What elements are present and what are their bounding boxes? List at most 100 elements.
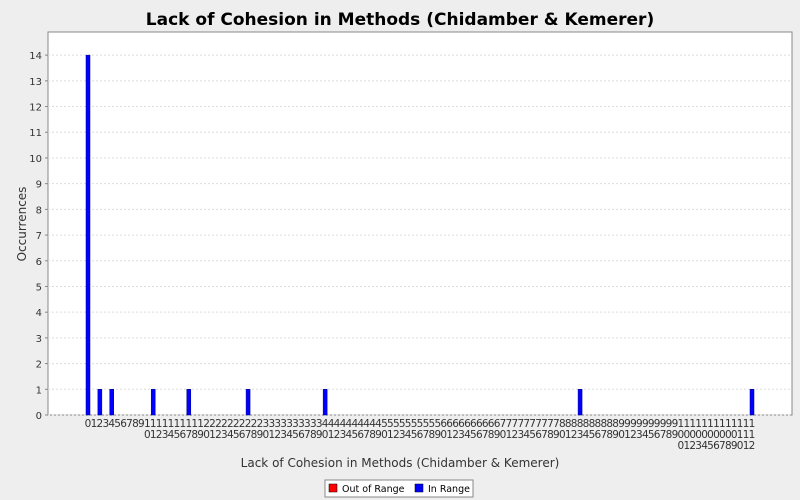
bar xyxy=(97,389,103,416)
x-tick-label: 74 xyxy=(521,418,533,440)
x-tick-label: 41 xyxy=(325,418,337,440)
x-tick-label: 45 xyxy=(349,418,361,440)
y-tick-label: 6 xyxy=(36,257,42,268)
x-tick-label: 73 xyxy=(515,418,527,440)
x-tick-label: 81 xyxy=(562,418,574,440)
x-tick-label: 68 xyxy=(485,418,497,440)
y-tick-label: 2 xyxy=(36,360,42,371)
x-tick-label: 97 xyxy=(657,418,669,440)
x-tick-label: 87 xyxy=(598,418,610,440)
x-tick-label: 112 xyxy=(746,418,758,451)
x-tick-label: 77 xyxy=(539,418,551,440)
x-tick-label: 80 xyxy=(556,418,568,440)
x-tick-label: 49 xyxy=(373,418,385,440)
x-tick-label: 44 xyxy=(343,418,355,440)
x-tick-label: 16 xyxy=(177,418,189,440)
x-tick-label: 62 xyxy=(450,418,462,440)
x-tick-label: 32 xyxy=(272,418,284,440)
x-tick-label: 18 xyxy=(189,418,201,440)
x-tick-label: 6 xyxy=(118,418,130,429)
x-tick-label: 71 xyxy=(503,418,515,440)
x-tick-label: 91 xyxy=(622,418,634,440)
x-tick-label: 108 xyxy=(722,418,734,451)
x-tick-label: 35 xyxy=(290,418,302,440)
x-tick-label: 96 xyxy=(651,418,663,440)
legend-swatch xyxy=(328,483,338,493)
x-tick-label: 22 xyxy=(212,418,224,440)
y-tick-label: 12 xyxy=(29,103,42,114)
x-tick-label: 34 xyxy=(284,418,296,440)
x-tick-label: 55 xyxy=(408,418,420,440)
x-tick-label: 105 xyxy=(705,418,717,451)
x-tick-label: 10 xyxy=(141,418,153,440)
legend-label: In Range xyxy=(428,484,470,495)
x-tick-label: 76 xyxy=(533,418,545,440)
x-tick-label: 110 xyxy=(734,418,746,451)
x-tick-label: 43 xyxy=(337,418,349,440)
x-tick-label: 82 xyxy=(568,418,580,440)
x-tick-label: 9 xyxy=(135,418,147,429)
x-tick-label: 109 xyxy=(728,418,740,451)
x-tick-label: 14 xyxy=(165,418,177,440)
x-tick-label: 85 xyxy=(586,418,598,440)
x-tick-label: 40 xyxy=(319,418,331,440)
x-tick-label: 59 xyxy=(432,418,444,440)
x-tick-label: 7 xyxy=(124,418,136,429)
x-tick-label: 2 xyxy=(94,418,106,429)
x-tick-label: 12 xyxy=(153,418,165,440)
x-tick-label: 58 xyxy=(426,418,438,440)
x-tick-label: 94 xyxy=(639,418,651,440)
x-tick-label: 86 xyxy=(592,418,604,440)
x-tick-label: 46 xyxy=(355,418,367,440)
y-tick-label: 5 xyxy=(36,282,42,293)
x-tick-label: 93 xyxy=(633,418,645,440)
x-tick-label: 72 xyxy=(509,418,521,440)
x-tick-label: 25 xyxy=(230,418,242,440)
x-tick-label: 103 xyxy=(693,418,705,451)
x-tick-label: 26 xyxy=(236,418,248,440)
x-tick-label: 28 xyxy=(248,418,260,440)
x-tick-label: 99 xyxy=(669,418,681,440)
bar xyxy=(150,389,156,416)
x-tick-label: 89 xyxy=(610,418,622,440)
x-tick-label: 31 xyxy=(266,418,278,440)
x-tick-label: 24 xyxy=(224,418,236,440)
x-tick-label: 5 xyxy=(112,418,124,429)
x-tick-label: 100 xyxy=(675,418,687,451)
x-tick-label: 101 xyxy=(681,418,693,451)
x-tick-label: 27 xyxy=(242,418,254,440)
x-tick-label: 54 xyxy=(402,418,414,440)
bar xyxy=(322,389,328,416)
y-tick-label: 1 xyxy=(36,385,42,396)
x-tick-label: 61 xyxy=(444,418,456,440)
x-tick-label: 19 xyxy=(195,418,207,440)
x-tick-label: 39 xyxy=(313,418,325,440)
bar xyxy=(577,389,583,416)
x-tick-label: 66 xyxy=(473,418,485,440)
y-tick-label: 9 xyxy=(36,180,42,191)
x-tick-label: 111 xyxy=(740,418,752,451)
bar xyxy=(749,389,755,416)
x-tick-label: 50 xyxy=(378,418,390,440)
y-tick-label: 8 xyxy=(36,205,42,216)
x-tick-label: 83 xyxy=(574,418,586,440)
x-tick-label: 30 xyxy=(260,418,272,440)
x-tick-label: 38 xyxy=(307,418,319,440)
x-tick-label: 70 xyxy=(497,418,509,440)
x-tick-label: 13 xyxy=(159,418,171,440)
x-tick-label: 17 xyxy=(183,418,195,440)
chart-title: Lack of Cohesion in Methods (Chidamber &… xyxy=(146,10,654,30)
x-tick-label: 1 xyxy=(88,418,100,429)
legend-label: Out of Range xyxy=(342,484,405,495)
y-tick-label: 7 xyxy=(36,231,42,242)
bar xyxy=(186,389,192,416)
x-tick-label: 57 xyxy=(420,418,432,440)
x-tick-label: 102 xyxy=(687,418,699,451)
x-tick-label: 92 xyxy=(627,418,639,440)
x-tick-label: 104 xyxy=(699,418,711,451)
bar xyxy=(109,389,114,416)
y-tick-label: 11 xyxy=(29,128,42,139)
x-tick-label: 0 xyxy=(82,418,94,429)
y-tick-label: 4 xyxy=(36,308,42,319)
